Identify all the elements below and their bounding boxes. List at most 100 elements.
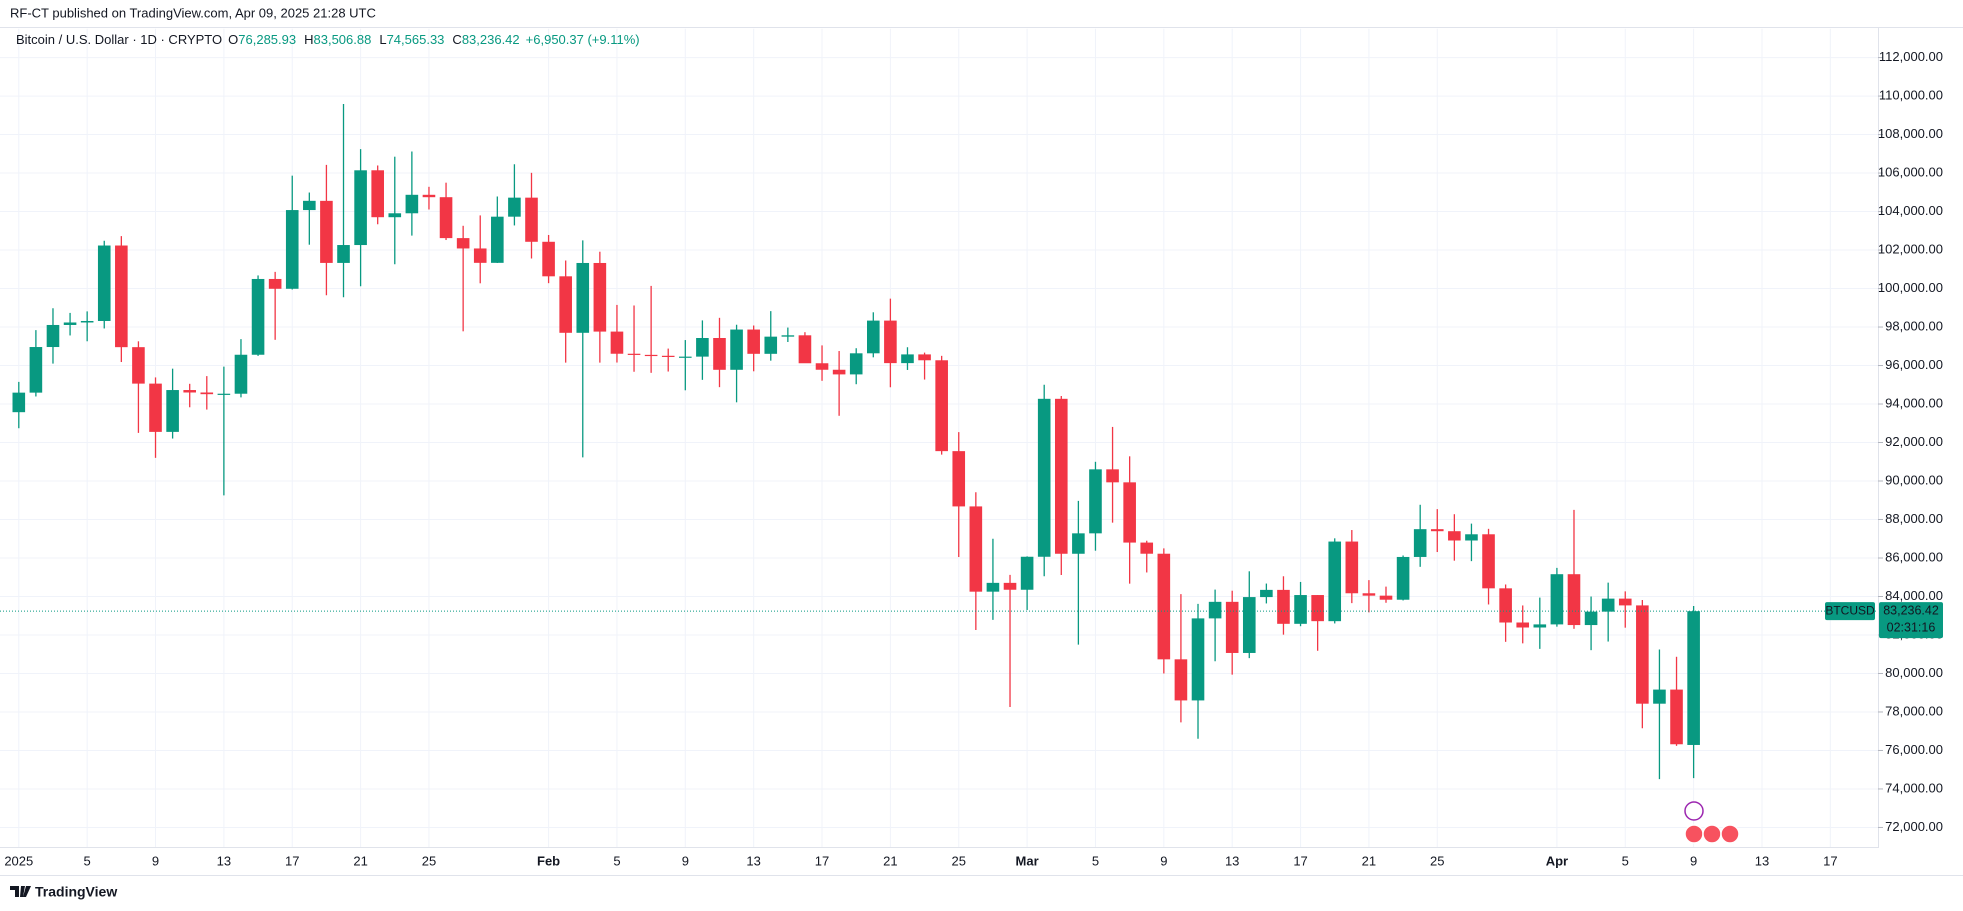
x-tick-label: 21 [353, 853, 367, 868]
axes: 72,000.00 74,000.00 76,000.00 78,000.00 80,0… [4, 49, 1943, 868]
candle-body [781, 335, 795, 337]
frame-bottom [0, 875, 1963, 876]
brand-logo [10, 886, 31, 897]
price-tag-label: 83,236.42 [1883, 603, 1939, 617]
candle-body [1260, 589, 1273, 598]
price-axis-border [1878, 28, 1879, 848]
candle-body [1225, 601, 1239, 653]
candle-body [405, 194, 419, 214]
candle-body [1157, 553, 1171, 660]
ohlc-value: 74,565.33 [387, 32, 445, 47]
y-tick-label: 110,000.00 [1879, 88, 1943, 103]
candle-body [491, 216, 504, 263]
x-tick-label: 17 [1293, 853, 1307, 868]
candle-body [935, 360, 948, 452]
x-tick-label: 17 [1823, 853, 1837, 868]
candle-body [696, 338, 709, 357]
x-tick-label: 25 [1430, 853, 1444, 868]
candle-body [320, 200, 333, 263]
candle-body [832, 369, 846, 375]
candle-body [1054, 398, 1068, 554]
x-tick-label: 5 [1622, 853, 1629, 868]
candle-body [1140, 542, 1154, 554]
candle-body [593, 262, 607, 332]
x-tick-label: 13 [746, 853, 760, 868]
candle-body [559, 276, 572, 333]
candle-body [354, 170, 367, 246]
frame-top [0, 27, 1963, 28]
publisher: RF-CT published on TradingView.com, Apr … [10, 5, 376, 20]
y-tick-label: 78,000.00 [1885, 703, 1943, 718]
candle-body [166, 390, 179, 432]
candle-body [251, 278, 265, 355]
candle-body [1003, 582, 1017, 590]
countdown-label: 02:31:16 [1887, 620, 1936, 634]
y-tick-label: 74,000.00 [1885, 780, 1943, 795]
ohlc-value: 76,285.93 [238, 32, 296, 47]
y-tick-label: 98,000.00 [1885, 318, 1943, 333]
candle-body [1465, 534, 1478, 541]
ohlc-key: H [304, 32, 313, 47]
event-icon [1684, 824, 1704, 844]
event-icon [1702, 824, 1722, 844]
candle-body [508, 197, 521, 217]
candle-body [80, 320, 94, 323]
candle-body [1106, 469, 1119, 483]
candle-body [217, 393, 231, 395]
candle-body [1396, 556, 1410, 600]
candle-body [610, 331, 624, 354]
x-tick-label: 13 [217, 853, 231, 868]
brand: TradingView [10, 884, 117, 900]
candle-body [268, 278, 282, 289]
candle-body [1020, 556, 1034, 590]
candles [0, 103, 1878, 780]
candle-body [884, 320, 897, 364]
y-tick-label: 106,000.00 [1878, 164, 1943, 179]
event-icons [1684, 801, 1740, 844]
x-tick-label: 2025 [4, 853, 33, 868]
y-tick-label: 86,000.00 [1885, 549, 1943, 564]
y-tick-label: 92,000.00 [1885, 434, 1943, 449]
candle-body [1191, 618, 1205, 701]
candle-body [747, 329, 760, 354]
candle-body [1430, 529, 1444, 532]
candle-body [1499, 588, 1512, 623]
candle-body [303, 200, 316, 211]
candle-body [234, 354, 248, 394]
x-tick-label: 17 [815, 853, 829, 868]
candle-body [661, 355, 675, 357]
candle-body [371, 170, 384, 218]
y-tick-label: 72,000.00 [1885, 819, 1943, 834]
candle-body [627, 353, 641, 355]
candle-body [679, 356, 692, 358]
candle-body [12, 392, 26, 413]
candle-body [849, 353, 863, 375]
x-tick-label: 13 [1225, 853, 1239, 868]
candle-body [713, 338, 726, 370]
x-tick-label: 9 [1160, 853, 1167, 868]
candle-body [337, 245, 350, 263]
legend: Bitcoin / U.S. Dollar · 1D · CRYPTO O76,2… [16, 32, 640, 47]
candle-body [1636, 605, 1649, 704]
candle-body [1311, 595, 1324, 622]
candle-body [918, 354, 931, 361]
candle-body [1174, 659, 1188, 701]
x-tick-label: 9 [682, 853, 689, 868]
candle-body [29, 347, 43, 393]
candle-body [1687, 611, 1700, 745]
candle-body [115, 245, 128, 348]
symbol-tag [1825, 602, 1875, 621]
price-tag [1879, 602, 1943, 639]
x-tick-label: 21 [1362, 853, 1376, 868]
candle-body [1550, 574, 1564, 625]
candle-body [1123, 482, 1136, 543]
candle-body [473, 248, 487, 263]
candle-body [867, 320, 880, 354]
y-tick-label: 90,000.00 [1885, 472, 1943, 487]
candle-body [183, 390, 196, 393]
x-tick-label: 5 [613, 853, 620, 868]
candle-body [1362, 593, 1376, 596]
event-icon [1684, 801, 1704, 821]
